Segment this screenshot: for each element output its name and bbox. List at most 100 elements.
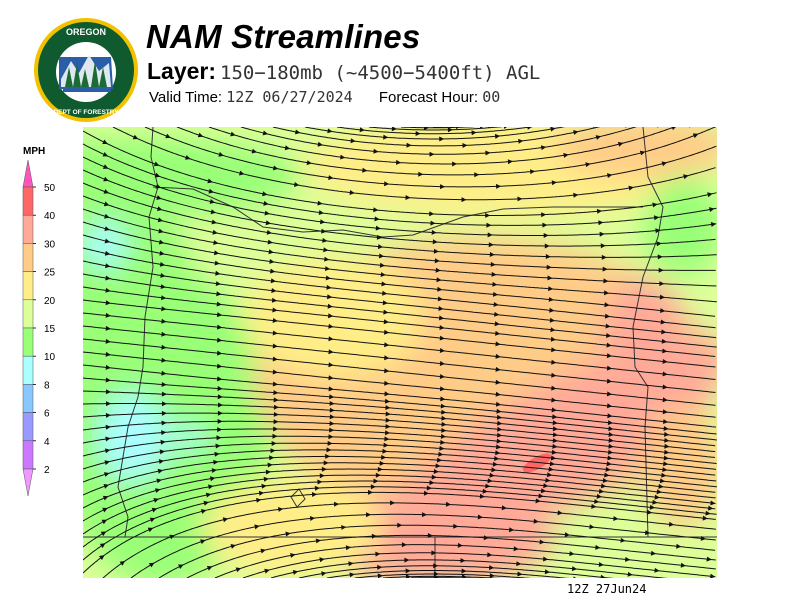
streamline-arrow-icon	[492, 461, 498, 467]
streamline-arrow-icon	[461, 574, 467, 578]
streamline-arrow-icon	[384, 391, 390, 397]
page-title: NAM Streamlines	[146, 18, 421, 55]
streamline-arrow-icon	[397, 522, 403, 528]
streamline-arrow-icon	[683, 174, 689, 180]
streamline	[304, 127, 566, 140]
streamline-arrow-icon	[488, 242, 494, 248]
streamline-arrow-icon	[268, 249, 274, 255]
streamline-arrow-icon	[156, 195, 162, 200]
forecast-hour-label: Forecast Hour:	[378, 89, 479, 106]
legend-swatch	[22, 412, 34, 442]
streamline-arrow-icon	[436, 277, 442, 283]
streamline-arrow-icon	[161, 420, 167, 426]
streamline-arrow-icon	[551, 347, 557, 353]
streamline-arrow-icon	[445, 501, 452, 507]
streamline-arrow-icon	[314, 485, 320, 491]
streamline-arrow-icon	[550, 327, 556, 333]
streamline	[270, 559, 668, 578]
streamline-arrow-icon	[324, 256, 330, 262]
legend-label: 30	[44, 239, 56, 250]
streamline-arrow-icon	[662, 348, 668, 354]
streamline-arrow-icon	[474, 172, 480, 178]
streamline-arrow-icon	[607, 403, 613, 409]
streamline-arrow-icon	[396, 159, 402, 165]
streamline-arrow-icon	[294, 182, 300, 187]
streamline-arrow-icon	[548, 466, 554, 472]
streamline-arrow-icon	[656, 489, 662, 495]
streamline-arrow-icon	[487, 232, 493, 238]
streamline-arrow-icon	[552, 438, 558, 443]
streamline-arrow-icon	[606, 378, 613, 384]
streamline-arrow-icon	[603, 278, 609, 284]
streamline-arrow-icon	[550, 455, 557, 461]
wa-or-border	[152, 186, 643, 238]
streamline-arrow-icon	[104, 448, 111, 454]
streamline-arrow-icon	[205, 492, 212, 498]
streamline-arrow-icon	[209, 199, 216, 204]
streamline-arrow-icon	[217, 418, 223, 424]
streamline-arrow-icon	[328, 386, 334, 392]
streamline-arrow-icon	[600, 243, 606, 249]
streamline	[83, 169, 716, 247]
streamline-arrow-icon	[362, 167, 368, 173]
streamline-arrow-icon	[258, 490, 265, 496]
streamline-arrow-icon	[105, 351, 111, 357]
streamline-arrow-icon	[557, 510, 563, 516]
streamline-arrow-icon	[216, 435, 222, 441]
streamline-arrow-icon	[368, 489, 373, 495]
streamline-arrow-icon	[383, 309, 389, 315]
streamline-arrow-icon	[103, 201, 110, 207]
streamline-arrow-icon	[267, 239, 273, 245]
streamlines	[83, 127, 717, 578]
streamline-arrow-icon	[494, 456, 500, 461]
streamline-arrow-icon	[495, 353, 501, 359]
streamline-arrow-icon	[104, 213, 110, 219]
streamline-arrow-icon	[105, 436, 111, 442]
streamline-arrow-icon	[497, 420, 503, 426]
streamline-arrow-icon	[105, 325, 111, 331]
streamline-arrow-icon	[585, 162, 591, 168]
streamline-arrow-icon	[103, 189, 110, 194]
streamline-arrow-icon	[208, 484, 214, 490]
streamline-arrow-icon	[326, 284, 332, 290]
streamline-arrow-icon	[551, 449, 557, 455]
streamline-arrow-icon	[158, 459, 165, 464]
streamline-arrow-icon	[492, 291, 499, 297]
streamline-arrow-icon	[659, 281, 665, 287]
streamline-arrow-icon	[604, 313, 611, 319]
streamline-arrow-icon	[653, 215, 660, 221]
streamline-arrow-icon	[497, 426, 503, 432]
streamline-arrow-icon	[659, 478, 666, 484]
streamline-arrow-icon	[550, 127, 556, 132]
streamline-arrow-icon	[501, 505, 507, 511]
streamline-arrow-icon	[663, 455, 669, 461]
streamline-arrow-icon	[160, 284, 166, 289]
streamline-arrow-icon	[543, 483, 549, 489]
streamline-arrow-icon	[326, 447, 332, 453]
streamline-arrow-icon	[551, 359, 557, 365]
legend-swatch	[22, 214, 34, 244]
streamline-arrow-icon	[102, 152, 109, 157]
streamline-arrow-icon	[375, 472, 381, 478]
streamline-arrow-icon	[105, 424, 111, 430]
streamline-arrow-icon	[495, 401, 502, 407]
streamline-arrow-icon	[710, 500, 716, 506]
streamline-arrow-icon	[162, 401, 167, 407]
streamline-arrow-icon	[535, 498, 541, 504]
streamline-arrow-icon	[438, 451, 444, 457]
streamline-arrow-icon	[327, 294, 333, 300]
streamline	[326, 570, 570, 578]
streamline-arrow-icon	[507, 159, 513, 165]
streamline-arrow-icon	[269, 455, 275, 461]
streamline-arrow-icon	[487, 552, 493, 558]
lake	[290, 488, 306, 508]
streamline-arrow-icon	[385, 405, 391, 410]
streamline-arrow-icon	[549, 307, 555, 313]
streamline-arrow-icon	[327, 128, 333, 134]
streamline-arrow-icon	[589, 524, 595, 530]
oregon-department-of-forestry-logo: OREGON DEPT OF FORESTRY	[34, 18, 138, 122]
valid-time-label: Valid Time:	[149, 89, 223, 106]
streamline	[83, 156, 717, 236]
streamline-arrow-icon	[552, 420, 558, 426]
streamline-arrow-icon	[548, 286, 554, 292]
